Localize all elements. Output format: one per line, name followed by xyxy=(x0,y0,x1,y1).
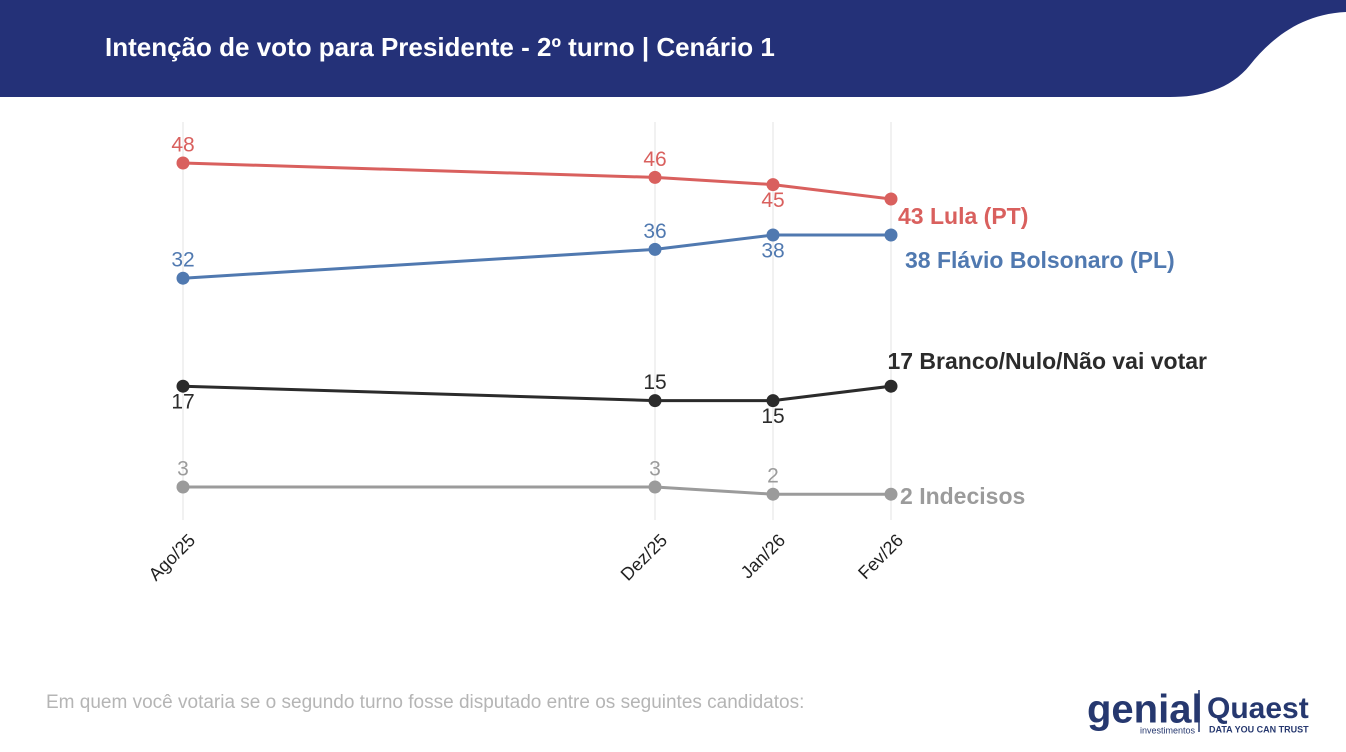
series-line xyxy=(182,384,892,403)
point xyxy=(884,192,898,206)
data-label: 3 xyxy=(177,458,189,481)
point xyxy=(648,480,662,494)
point xyxy=(176,480,190,494)
logo-genial-sub: investimentos xyxy=(1140,725,1196,735)
end-label: 43 Lula (PT) xyxy=(898,203,1028,229)
end-label-value: 38 xyxy=(905,247,931,273)
legend-entry: Branco/Nulo/Não vai votar xyxy=(919,348,1207,374)
point xyxy=(766,487,780,501)
note: Em quem você votaria se o segundo turno … xyxy=(46,692,804,713)
header-band xyxy=(0,0,1346,97)
point xyxy=(176,156,190,170)
point xyxy=(766,228,780,242)
data-label: 46 xyxy=(643,148,666,171)
point xyxy=(766,178,780,192)
point xyxy=(884,487,898,501)
point xyxy=(884,228,898,242)
data-label: 48 xyxy=(171,134,194,157)
point xyxy=(648,242,662,256)
logo-quaest-sub: DATA YOU CAN TRUST xyxy=(1209,724,1309,734)
data-label: 38 xyxy=(761,240,784,263)
point xyxy=(176,271,190,285)
data-label: 45 xyxy=(761,189,784,212)
point xyxy=(176,379,190,393)
series-line xyxy=(182,233,891,280)
data-label: 2 xyxy=(767,465,779,488)
legend-entry: Indecisos xyxy=(919,483,1025,509)
series-line xyxy=(182,161,892,201)
end-label-value: 43 xyxy=(898,203,924,229)
end-label-value: 2 xyxy=(900,483,913,509)
legend-entry: Lula (PT) xyxy=(930,203,1028,229)
end-label: 38 Flávio Bolsonaro (PL) xyxy=(905,247,1175,273)
end-label: 2 Indecisos xyxy=(900,483,1025,509)
logo-genial: genial xyxy=(1087,688,1203,732)
point xyxy=(648,394,662,408)
data-label: 17 xyxy=(171,391,194,414)
data-label: 3 xyxy=(649,458,661,481)
series-line xyxy=(183,485,891,496)
data-label: 32 xyxy=(171,249,194,272)
chart-title: Intenção de voto para Presidente - 2º tu… xyxy=(105,32,775,62)
point xyxy=(884,379,898,393)
end-label: 17 Branco/Nulo/Não vai votar xyxy=(887,348,1207,374)
legend-entry: Flávio Bolsonaro (PL) xyxy=(937,247,1175,273)
logo-quaest: Quaest xyxy=(1207,692,1309,725)
point xyxy=(766,394,780,408)
data-label: 15 xyxy=(643,371,666,394)
end-label-value: 17 xyxy=(887,348,913,374)
point xyxy=(648,170,662,184)
data-label: 36 xyxy=(643,220,666,243)
data-label: 15 xyxy=(761,405,784,428)
